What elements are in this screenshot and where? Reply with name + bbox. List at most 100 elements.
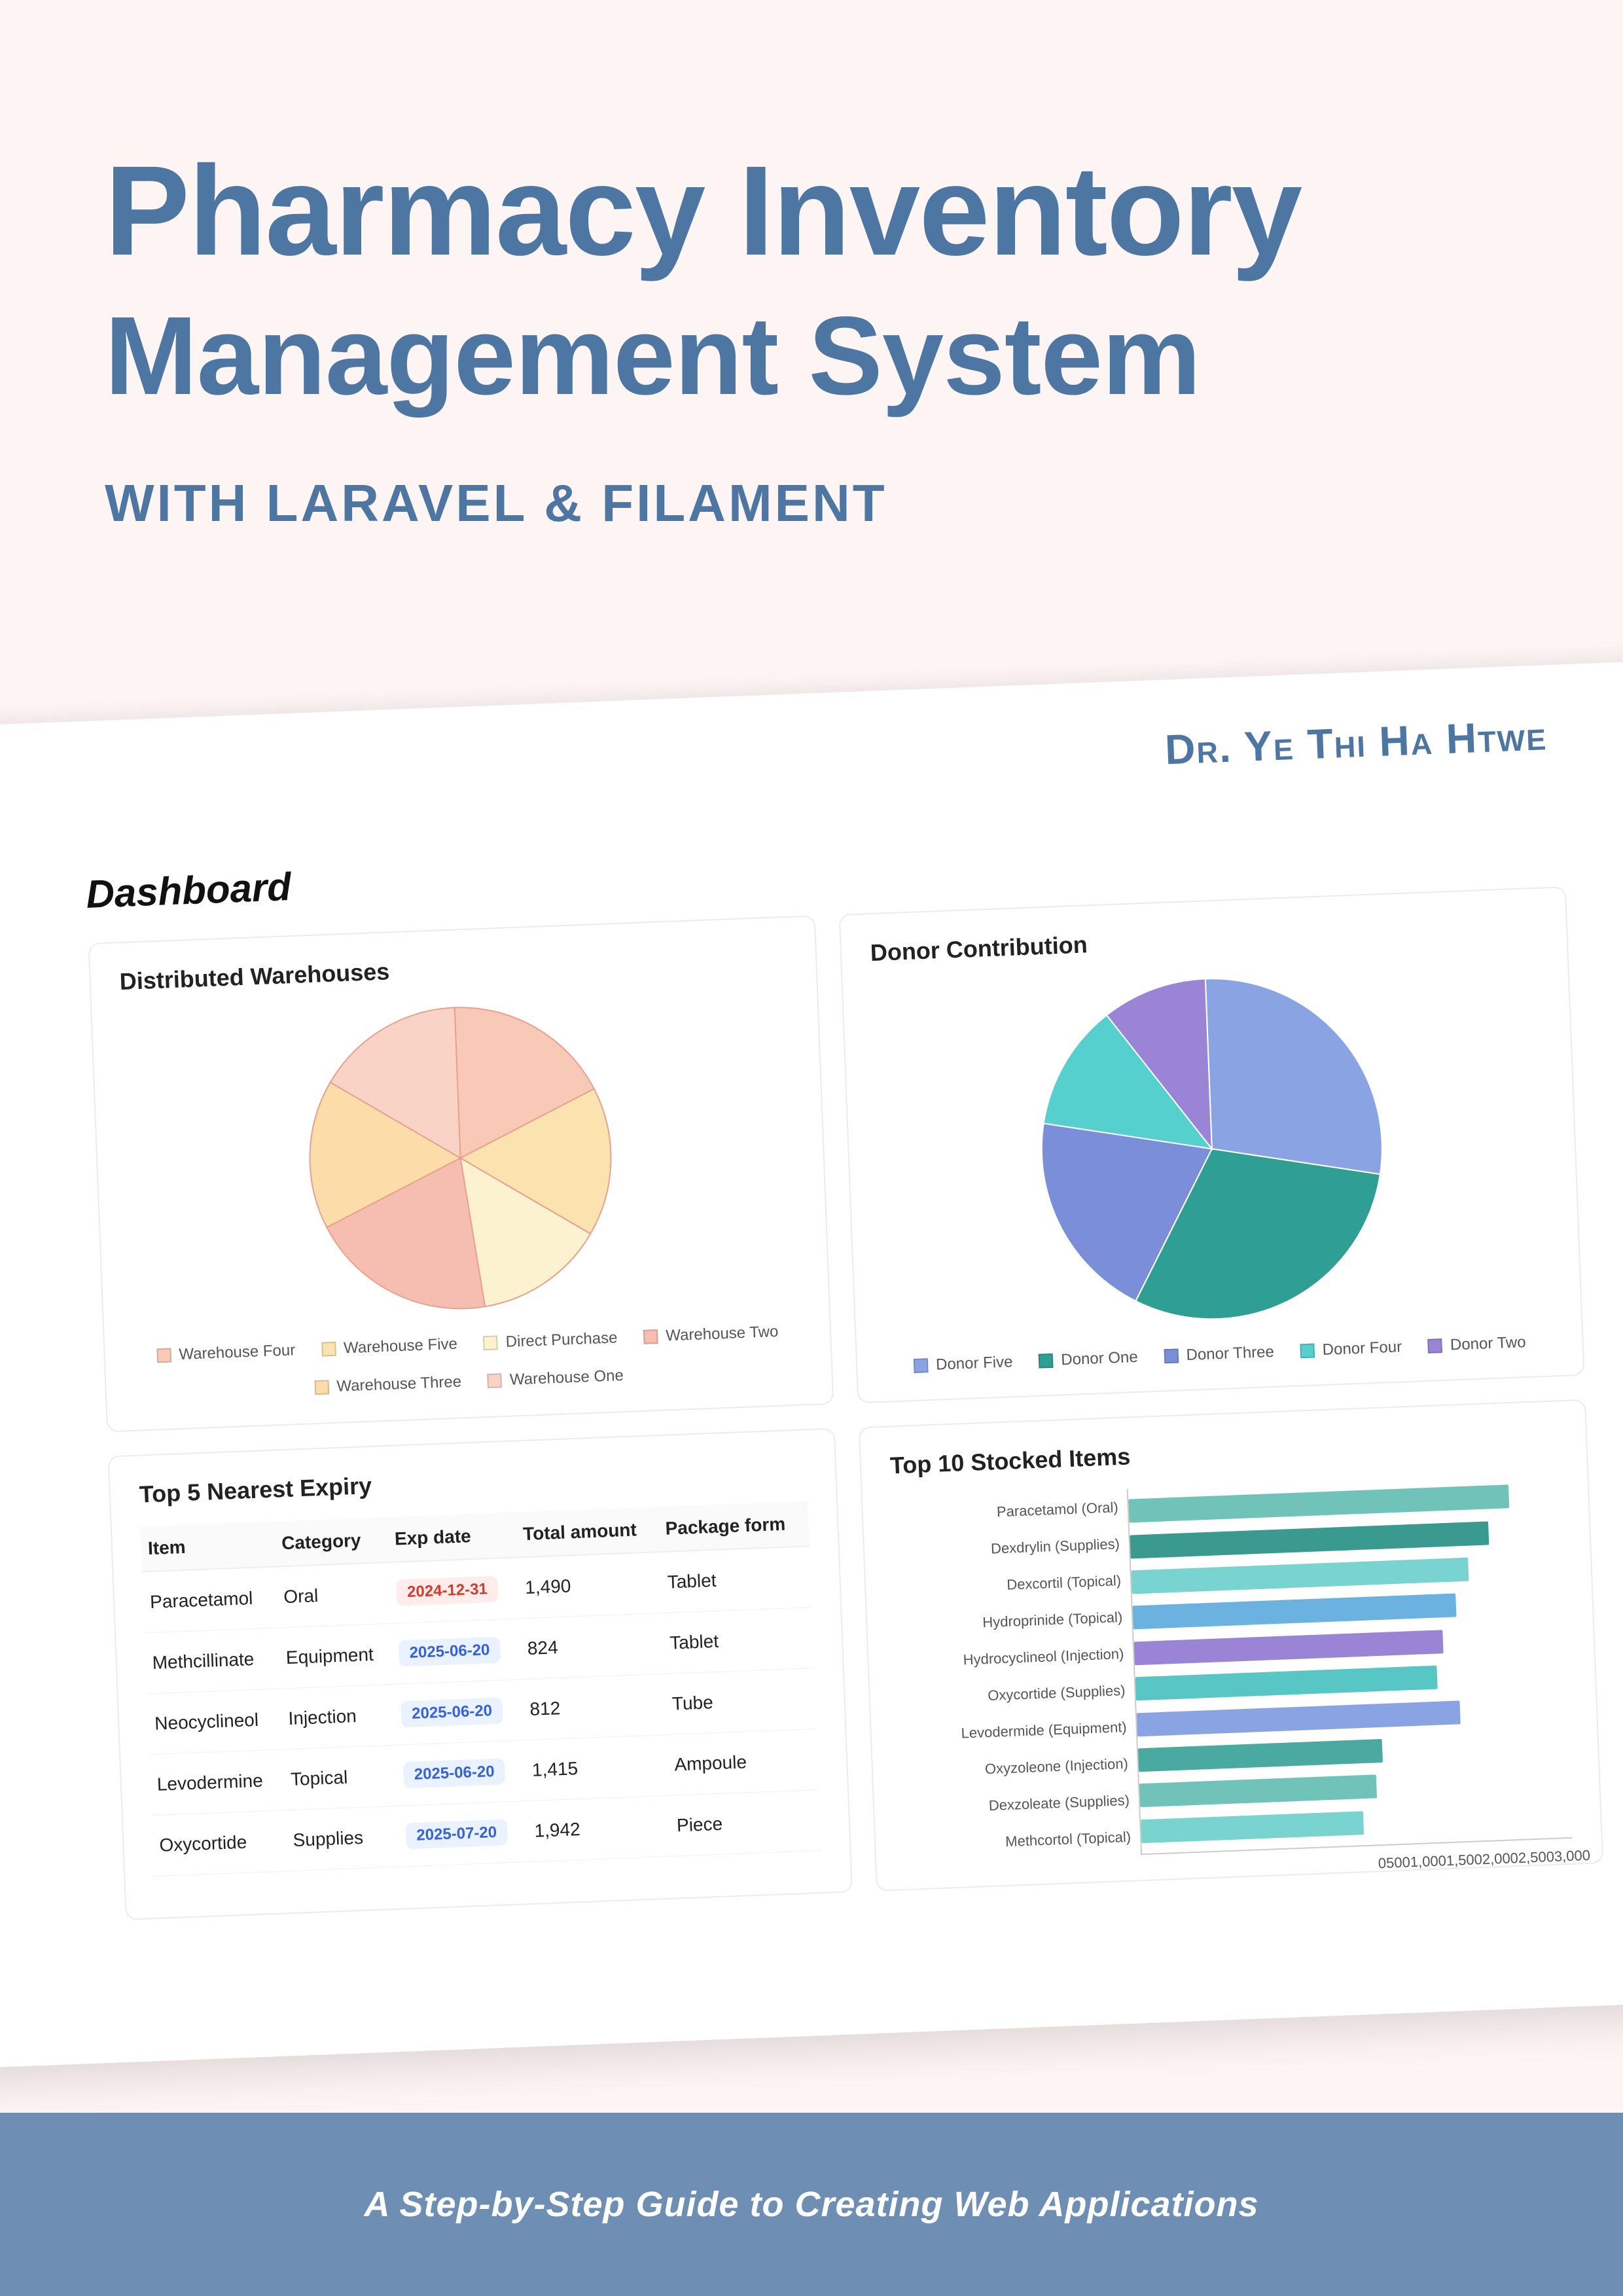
legend-label: Warehouse One — [509, 1367, 624, 1390]
table-cell: Supplies — [285, 1806, 401, 1871]
table-header-cell: Total amount — [516, 1507, 660, 1557]
legend-item: Warehouse Five — [321, 1335, 458, 1359]
expiry-badge: 2025-06-20 — [401, 1698, 503, 1728]
table-cell: Tablet — [660, 1546, 812, 1613]
table-cell: Oxycortide — [152, 1810, 288, 1876]
donors-legend: Donor Five Donor One Donor Three Donor Four… — [914, 1333, 1526, 1375]
table-cell: Oral — [276, 1562, 391, 1628]
bar — [1133, 1594, 1457, 1630]
xaxis-tick: 0 — [1378, 1855, 1386, 1872]
bar-label: Oxycortide (Supplies) — [899, 1682, 1126, 1708]
expiry-badge: 2024-12-31 — [396, 1576, 498, 1606]
table-header-cell: Item — [141, 1522, 276, 1572]
donors-pie — [1022, 965, 1402, 1333]
table-cell: 1,490 — [518, 1552, 662, 1619]
table-cell: 2025-06-20 — [391, 1619, 522, 1684]
table-cell: 2024-12-31 — [389, 1557, 520, 1623]
table-cell: Equipment — [278, 1623, 393, 1689]
table-cell: Levodermine — [149, 1749, 285, 1816]
stock-bar-labels: Paracetamol (Oral) Dexdrylin (Supplies) De… — [891, 1489, 1141, 1864]
legend-item: Warehouse One — [488, 1367, 624, 1390]
legend-swatch — [1039, 1354, 1054, 1369]
table-cell: 824 — [520, 1613, 664, 1679]
legend-swatch — [643, 1329, 658, 1344]
title-line1: Pharmacy Inventory — [105, 144, 1518, 278]
legend-item: Donor Three — [1164, 1343, 1274, 1365]
card-stock: Top 10 Stocked Items Paracetamol (Oral) D… — [859, 1399, 1603, 1892]
table-cell: Ampoule — [667, 1729, 819, 1796]
warehouses-legend: Warehouse FourWarehouse FiveDirect Purch… — [134, 1322, 803, 1404]
card-expiry: Top 5 Nearest Expiry ItemCategoryExp dat… — [108, 1428, 853, 1920]
dashboard-grid: Distributed Warehouses Warehouse Four War… — [88, 886, 1603, 1920]
legend-item: Donor Five — [914, 1353, 1013, 1375]
legend-item: Donor Four — [1300, 1338, 1402, 1360]
dashboard: Dashboard Distributed Warehouses Warehou… — [85, 815, 1603, 1920]
legend-swatch — [483, 1335, 498, 1350]
bar-label: Dexcortil (Topical) — [895, 1572, 1122, 1598]
bar-label: Oxyzoleone (Injection) — [902, 1755, 1129, 1781]
expiry-badge: 2025-07-20 — [406, 1819, 508, 1849]
footer-text: A Step-by-Step Guide to Creating Web App… — [364, 2184, 1258, 2225]
legend-label: Donor Two — [1450, 1333, 1526, 1354]
table-cell: Neocyclineol — [147, 1689, 283, 1755]
donors-title: Donor Contribution — [870, 914, 1538, 967]
table-header-cell: Package form — [658, 1501, 809, 1552]
xaxis-tick: 2,000 — [1482, 1850, 1518, 1868]
legend-label: Warehouse Four — [179, 1341, 296, 1364]
bar-label: Methcortol (Topical) — [904, 1829, 1132, 1854]
bar — [1135, 1666, 1438, 1701]
table-cell: Methcillinate — [145, 1628, 281, 1694]
legend-label: Warehouse Five — [344, 1335, 458, 1358]
xaxis-tick: 1,500 — [1446, 1851, 1482, 1869]
bar — [1131, 1558, 1469, 1594]
legend-label: Warehouse Three — [336, 1373, 462, 1396]
legend-label: Donor Three — [1186, 1343, 1274, 1365]
title-block: Pharmacy Inventory Management System WIT… — [0, 0, 1623, 533]
legend-item: Donor One — [1039, 1348, 1138, 1371]
legend-swatch — [1428, 1338, 1443, 1354]
subtitle: WITH LARAVEL & FILAMENT — [105, 473, 1518, 533]
page: Pharmacy Inventory Management System WIT… — [0, 0, 1623, 2296]
legend-item: Warehouse Four — [156, 1341, 296, 1365]
table-cell: 1,415 — [524, 1734, 669, 1801]
bar — [1130, 1521, 1489, 1558]
bar — [1137, 1700, 1461, 1736]
warehouses-title: Distributed Warehouses — [119, 942, 787, 996]
pie-slice — [1205, 972, 1383, 1180]
xaxis-tick: 1,000 — [1410, 1852, 1446, 1871]
author-name: Dr. Ye Thi Ha Htwe — [1164, 711, 1548, 774]
legend-label: Donor Five — [936, 1353, 1013, 1374]
stock-title: Top 10 Stocked Items — [889, 1426, 1558, 1479]
card-warehouses: Distributed Warehouses Warehouse Four War… — [88, 915, 834, 1432]
expiry-badge: 2025-06-20 — [403, 1758, 505, 1788]
legend-swatch — [314, 1380, 329, 1395]
legend-swatch — [156, 1348, 171, 1363]
bar — [1134, 1630, 1444, 1665]
table-cell: 2025-07-20 — [399, 1801, 529, 1867]
table-cell: 1,942 — [527, 1795, 671, 1861]
legend-swatch — [1300, 1343, 1315, 1358]
legend-swatch — [488, 1373, 503, 1388]
table-cell: 812 — [522, 1674, 667, 1740]
legend-label: Donor One — [1061, 1348, 1138, 1369]
bar — [1141, 1811, 1364, 1843]
stock-xaxis: 05001,0001,5002,0002,5003,000 — [1378, 1848, 1573, 1872]
legend-label: Warehouse Two — [666, 1323, 779, 1346]
bar-label: Dexdrylin (Supplies) — [893, 1535, 1120, 1561]
bar — [1138, 1739, 1383, 1772]
bar-label: Hydroprinide (Topical) — [896, 1609, 1123, 1634]
expiry-table: ItemCategoryExp dateTotal amountPackage … — [141, 1501, 821, 1876]
table-cell: Tablet — [662, 1607, 814, 1674]
bar-label: Levodermide (Equipment) — [900, 1719, 1127, 1744]
table-header-cell: Exp date — [387, 1513, 518, 1562]
dashboard-slab: Dr. Ye Thi Ha Htwe Dashboard Distributed… — [0, 658, 1623, 2071]
footer-banner: A Step-by-Step Guide to Creating Web App… — [0, 2113, 1623, 2296]
expiry-badge: 2025-06-20 — [399, 1637, 501, 1667]
stock-bar-area: 05001,0001,5002,0002,5003,000 — [1127, 1472, 1573, 1855]
bar-label: Paracetamol (Oral) — [891, 1499, 1118, 1524]
legend-label: Donor Four — [1322, 1338, 1402, 1359]
table-cell: Topical — [283, 1745, 398, 1810]
table-cell: Tube — [664, 1668, 816, 1735]
legend-item: Donor Two — [1427, 1333, 1526, 1355]
xaxis-tick: 2,500 — [1518, 1848, 1554, 1867]
